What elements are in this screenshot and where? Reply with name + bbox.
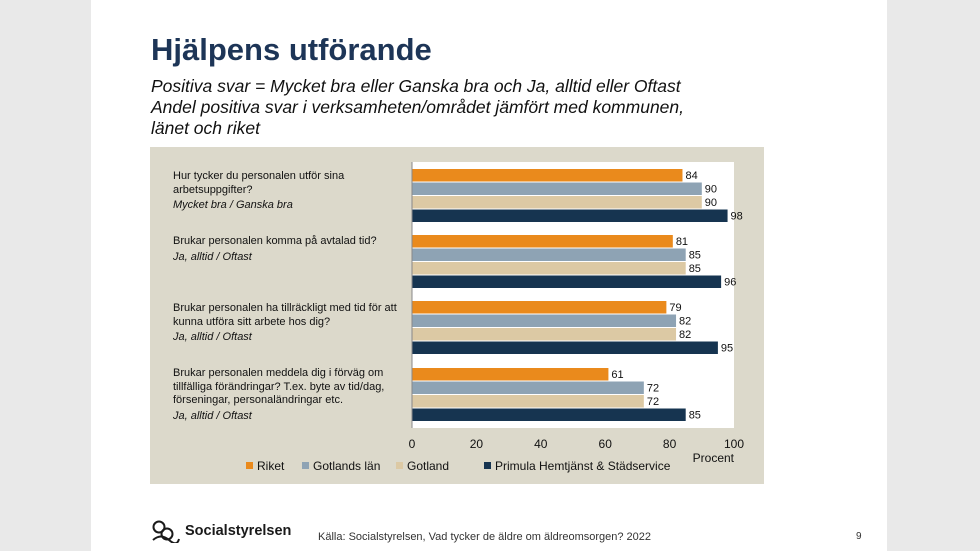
question-note: Mycket bra / Ganska bra bbox=[173, 199, 293, 211]
legend-label: Gotland bbox=[407, 459, 449, 473]
source-note: Källa: Socialstyrelsen, Vad tycker de äl… bbox=[318, 531, 652, 543]
logo-text: Socialstyrelsen bbox=[185, 523, 292, 539]
question-note: Ja, alltid / Oftast bbox=[173, 331, 252, 343]
bar-value-label: 72 bbox=[647, 383, 659, 395]
bar-riket bbox=[412, 301, 667, 314]
bar-value-label: 95 bbox=[721, 343, 733, 355]
subtitle-line: länet och riket bbox=[151, 118, 260, 138]
legend-swatch bbox=[484, 462, 491, 469]
x-tick-label: 100 bbox=[724, 437, 744, 451]
chart-panel: Hur tycker du personalen utför sina arbe… bbox=[150, 147, 764, 484]
socialstyrelsen-emblem-icon bbox=[152, 520, 180, 543]
legend-swatch bbox=[396, 462, 403, 469]
bar-value-label: 85 bbox=[689, 250, 701, 262]
bar-primula-hemtj-nst-st-dservice bbox=[412, 341, 718, 354]
bar-riket bbox=[412, 235, 673, 248]
question-label: Brukar personalen meddela dig i förväg o… bbox=[173, 367, 409, 423]
subtitle-line: Andel positiva svar i verksamheten/områd… bbox=[151, 97, 685, 117]
bar-value-label: 82 bbox=[679, 316, 691, 328]
x-tick-label: 60 bbox=[599, 437, 613, 451]
bar-gotland bbox=[412, 196, 702, 209]
question-label: Brukar personalen ha tillräckligt med ti… bbox=[173, 302, 409, 345]
question-text: Brukar personalen ha tillräckligt med ti… bbox=[173, 302, 397, 328]
legend-label: Riket bbox=[257, 459, 285, 473]
legend-label: Primula Hemtjänst & Städservice bbox=[495, 459, 671, 473]
question-note: Ja, alltid / Oftast bbox=[173, 409, 252, 422]
bar-value-label: 98 bbox=[731, 211, 743, 223]
bar-riket bbox=[412, 169, 683, 182]
legend-label: Gotlands län bbox=[313, 459, 380, 473]
x-tick-label: 0 bbox=[409, 437, 416, 451]
x-tick-label: 20 bbox=[470, 437, 484, 451]
bar-gotlands-l-n bbox=[412, 381, 644, 394]
slide: Hjälpens utförande Positiva svar = Mycke… bbox=[91, 0, 887, 551]
bar-gotlands-l-n bbox=[412, 182, 702, 195]
question-text: Brukar personalen komma på avtalad tid? bbox=[173, 235, 377, 247]
bar-value-label: 81 bbox=[676, 236, 688, 248]
bar-value-label: 72 bbox=[647, 396, 659, 408]
bar-gotlands-l-n bbox=[412, 248, 686, 261]
question-note: Ja, alltid / Oftast bbox=[173, 250, 252, 263]
slide-title: Hjälpens utförande bbox=[151, 32, 432, 67]
page-number: 9 bbox=[856, 531, 862, 542]
slide-subtitle: Positiva svar = Mycket bra eller Ganska … bbox=[151, 76, 791, 139]
question-label: Hur tycker du personalen utför sina arbe… bbox=[173, 170, 409, 213]
x-axis-title: Procent bbox=[693, 451, 735, 465]
bar-value-label: 96 bbox=[724, 277, 736, 289]
bar-primula-hemtj-nst-st-dservice bbox=[412, 408, 686, 421]
x-tick-label: 40 bbox=[534, 437, 548, 451]
bar-value-label: 84 bbox=[685, 170, 697, 182]
bar-gotland bbox=[412, 328, 677, 341]
bar-primula-hemtj-nst-st-dservice bbox=[412, 209, 728, 222]
bar-gotland bbox=[412, 262, 686, 275]
socialstyrelsen-logo: Socialstyrelsen bbox=[151, 519, 291, 543]
bar-riket bbox=[412, 368, 609, 381]
question-text: Brukar personalen meddela dig i förväg o… bbox=[173, 367, 385, 406]
legend-swatch bbox=[302, 462, 309, 469]
bar-value-label: 82 bbox=[679, 329, 691, 341]
subtitle-line: Positiva svar = Mycket bra eller Ganska … bbox=[151, 76, 681, 96]
legend-swatch bbox=[246, 462, 253, 469]
question-label: Brukar personalen komma på avtalad tid? … bbox=[173, 235, 409, 264]
bar-value-label: 85 bbox=[689, 410, 701, 422]
question-text: Hur tycker du personalen utför sina arbe… bbox=[173, 170, 345, 196]
bar-value-label: 61 bbox=[611, 369, 623, 381]
bar-value-label: 90 bbox=[705, 197, 717, 209]
bar-gotland bbox=[412, 395, 644, 408]
bar-value-label: 85 bbox=[689, 263, 701, 275]
bar-primula-hemtj-nst-st-dservice bbox=[412, 275, 722, 288]
bar-value-label: 90 bbox=[705, 184, 717, 196]
bar-gotlands-l-n bbox=[412, 314, 677, 327]
x-tick-label: 80 bbox=[663, 437, 677, 451]
bar-value-label: 79 bbox=[669, 302, 681, 314]
